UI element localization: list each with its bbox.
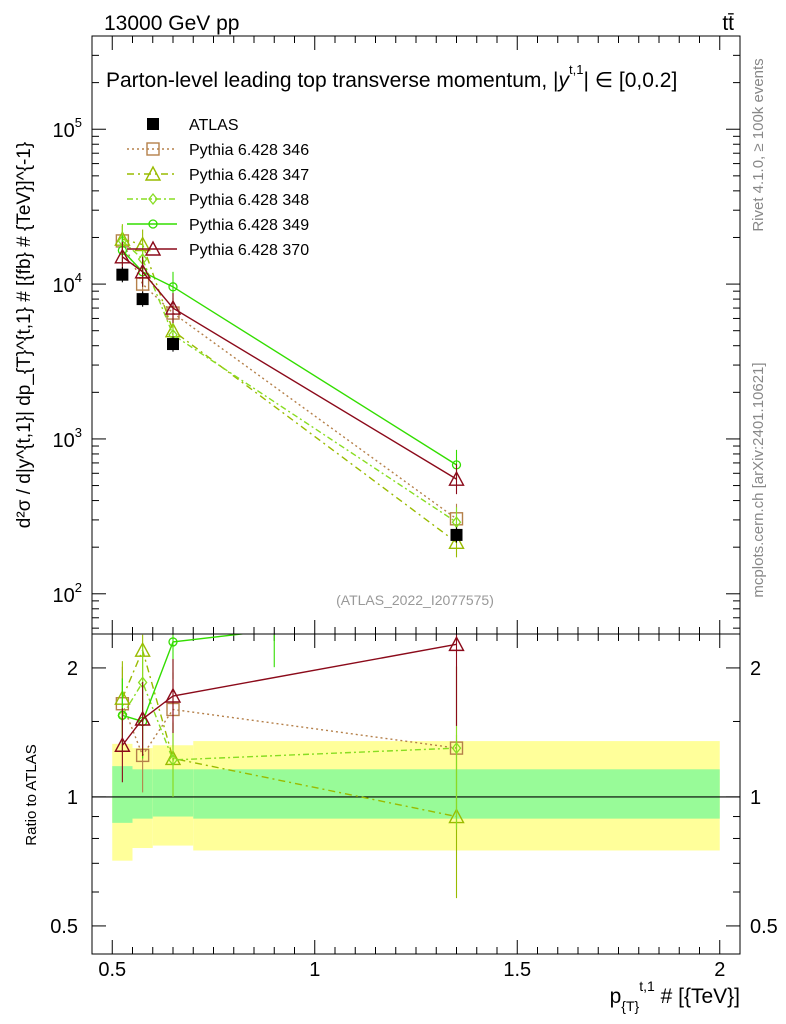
ratio-y-tick-label-right: 1 <box>750 787 761 809</box>
series-point <box>134 263 151 279</box>
legend-label: Pythia 6.428 349 <box>189 217 309 234</box>
inner-uncertainty-band <box>112 766 133 823</box>
main-y-tick-label: 102 <box>53 580 82 607</box>
series-line <box>121 249 457 466</box>
ratio-series-line <box>122 634 248 723</box>
ratio-plot-frame <box>91 633 741 955</box>
ratio-y-tick-label-right: 2 <box>750 658 761 680</box>
ratio-series-4-group <box>117 634 275 759</box>
ratio-point <box>168 753 178 766</box>
atlas-data-point <box>116 268 129 281</box>
x-tick-label: 1 <box>309 959 320 981</box>
series-3-group <box>117 225 462 538</box>
ratio-series-5-group <box>114 634 465 783</box>
rivet-version-label: Rivet 4.1.0, ≥ 100k events <box>750 58 767 231</box>
ratio-point <box>451 742 462 755</box>
main-y-tick-label: 104 <box>53 270 82 297</box>
ratio-panel: 0.5 0.5 1 1 2 2 0.5 1 1.5 2 <box>50 634 778 981</box>
x-tick-label: 0.5 <box>98 959 126 981</box>
series-point <box>114 248 131 264</box>
main-y-axis-label: d²σ / d|y^{t,1}| dp_{T}^{t,1} # [{fb} # … <box>14 142 35 528</box>
ratio-point <box>134 710 151 726</box>
atlas-data-point <box>167 338 179 351</box>
legend: ATLAS Pythia 6.428 346 Pythia 6.428 347 Pyt… <box>127 117 309 259</box>
legend-marker <box>144 240 162 256</box>
series-1-group <box>115 225 464 534</box>
ratio-y-tick-label: 2 <box>67 658 78 680</box>
legend-atlas-label: ATLAS <box>189 117 239 134</box>
ratio-point <box>164 687 182 703</box>
series-point <box>168 282 178 292</box>
atlas-data-group <box>116 267 463 543</box>
energy-label: 13000 GeV pp <box>104 12 239 35</box>
inner-uncertainty-band <box>132 769 153 819</box>
legend-marker <box>148 219 158 229</box>
series-4-group <box>117 235 462 480</box>
series-point <box>451 516 462 529</box>
ratio-series-line <box>121 643 457 746</box>
legend-marker <box>148 192 158 206</box>
legend-label: Pythia 6.428 370 <box>189 242 309 259</box>
series-point <box>448 470 465 486</box>
legend-label: Pythia 6.428 346 <box>189 142 309 159</box>
main-y-tick-label: 105 <box>53 115 82 142</box>
series-line <box>122 238 457 543</box>
ratio-y-axis-label: Ratio to ATLAS <box>23 744 40 845</box>
legend-marker <box>144 165 162 181</box>
ratio-point <box>114 736 131 752</box>
analysis-id-label: (ATLAS_2022_I2077575) <box>336 592 494 608</box>
series-point <box>448 533 465 550</box>
ratio-y-tick-label: 0.5 <box>50 916 78 938</box>
legend-marker <box>146 142 160 156</box>
ratio-point <box>448 635 465 652</box>
atlas-data-point <box>450 528 463 541</box>
ratio-point <box>168 637 178 647</box>
atlas-data-point <box>136 293 149 306</box>
series-point <box>164 299 182 315</box>
series-line <box>121 256 457 480</box>
legend-atlas-marker <box>147 118 159 130</box>
series-5-group <box>114 241 465 495</box>
ratio-y-tick-label: 1 <box>67 787 78 809</box>
legend-label: Pythia 6.428 348 <box>189 192 309 209</box>
legend-label: Pythia 6.428 347 <box>189 167 309 184</box>
mcplots-label: mcplots.cern.ch [arXiv:2401.10621] <box>750 362 767 597</box>
main-y-tick-label: 103 <box>53 425 82 452</box>
process-label: tt̄ <box>722 12 734 35</box>
x-axis-label: p{T}t,1 # [{TeV}] <box>610 978 740 1014</box>
ratio-series-line <box>121 680 457 761</box>
ratio-series-line <box>121 648 457 818</box>
x-tick-label: 2 <box>714 959 725 981</box>
ratio-y-tick-label-right: 0.5 <box>750 916 778 938</box>
series-2-group <box>114 224 465 558</box>
main-panel: 102 103 104 105 <box>53 35 740 634</box>
x-tick-label: 1.5 <box>503 959 531 981</box>
main-title: Parton-level leading top transverse mome… <box>106 62 677 92</box>
